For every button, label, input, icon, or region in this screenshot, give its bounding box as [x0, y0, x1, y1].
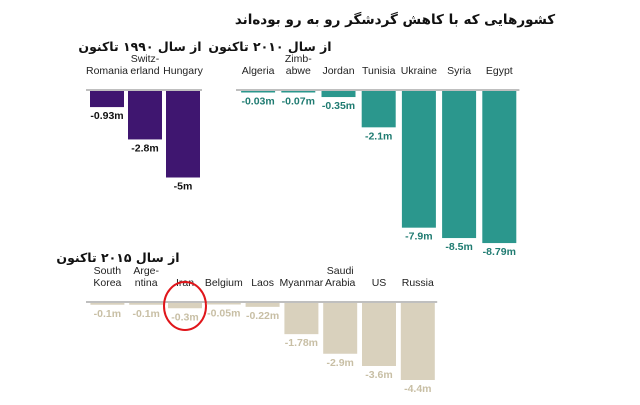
category-label: South Korea [93, 265, 121, 289]
iran-highlight-circle [163, 281, 207, 331]
value-label: -3.6m [365, 369, 392, 381]
category-label: Myanmar [280, 277, 324, 289]
category-label: Syria [447, 65, 471, 77]
value-label: -0.1m [132, 308, 159, 320]
bar-1990-1 [128, 91, 162, 140]
bar-2010-4 [401, 91, 436, 228]
category-label: Switz-erland [130, 53, 159, 77]
value-label: -4.4m [404, 383, 431, 395]
value-label: -1.78m [285, 337, 318, 349]
value-label: -0.93m [90, 110, 123, 122]
value-label: -2.1m [365, 130, 392, 142]
category-label: Jordan [322, 65, 354, 77]
value-label: -0.05m [207, 308, 240, 320]
bar-2015-5 [284, 303, 319, 335]
bar-2010-0 [241, 91, 276, 93]
bar-2015-4 [245, 303, 280, 307]
value-label: -0.3m [171, 311, 198, 323]
category-label: Russia [402, 277, 434, 289]
bar-2010-2 [321, 91, 356, 98]
category-label: Laos [251, 277, 274, 289]
category-label: Hungary [163, 65, 203, 77]
panel-2015-title: از سال ۲۰۱۵ تاکنون [56, 250, 179, 265]
bar-2010-1 [281, 91, 316, 93]
chart-marks: Romania -0.93m Switz-erland -2.8m Hungary -5m… [86, 53, 520, 395]
value-label: -0.22m [246, 310, 279, 322]
category-label: Saudi Arabia [325, 265, 356, 289]
category-label: Zimb-abwe [285, 53, 312, 77]
value-label: -8.79m [483, 246, 516, 258]
bar-2015-2 [168, 303, 202, 309]
bar-2010-5 [442, 91, 477, 239]
value-label: -7.9m [405, 231, 432, 243]
category-label: Ukraine [401, 65, 437, 77]
category-label: Belgium [205, 277, 243, 289]
category-label: Romania [86, 65, 128, 77]
bar-2015-6 [323, 303, 358, 354]
bar-2010-3 [361, 91, 396, 128]
value-label: -2.9m [326, 357, 353, 369]
bar-2015-8 [400, 303, 435, 380]
value-label: -8.5m [445, 241, 472, 253]
bar-1990-0 [90, 91, 124, 108]
bar-2015-0 [90, 303, 125, 305]
value-label: -2.8m [131, 142, 158, 154]
value-label: -0.07m [282, 96, 315, 108]
category-label: US [372, 277, 387, 289]
category-label: Arge-ntina [133, 265, 159, 289]
value-label: -0.03m [241, 96, 274, 108]
bar-2015-3 [206, 303, 241, 305]
value-label: -0.35m [322, 100, 355, 112]
panel-2010-title: از سال ۲۰۱۰ تاکنون [208, 39, 331, 54]
value-label: -5m [174, 181, 193, 193]
category-label: Egypt [486, 65, 513, 77]
page-title: کشورهایی که با کاهش گردشگر رو به رو بوده… [235, 11, 555, 28]
bar-2015-1 [129, 303, 164, 305]
value-label: -0.1m [94, 308, 121, 320]
bar-2010-6 [482, 91, 517, 244]
bar-1990-2 [166, 91, 200, 178]
bar-2015-7 [362, 303, 396, 366]
category-label: Tunisia [362, 65, 396, 77]
panel-1990-title: از سال ۱۹۹۰ تاکنون [78, 39, 201, 54]
category-label: Algeria [242, 65, 275, 77]
